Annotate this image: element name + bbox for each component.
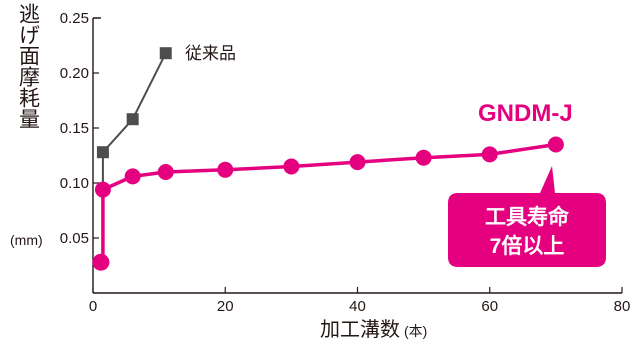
series-point-conventional bbox=[126, 113, 139, 126]
series-line-conventional bbox=[101, 52, 167, 263]
y-ticks: 0.05 0.10 0.15 0.20 0.25 bbox=[60, 10, 99, 247]
series-point-gndm-j bbox=[481, 146, 498, 163]
tool-life-callout: 工具寿命 7倍以上 bbox=[448, 166, 606, 267]
x-tick-label: 80 bbox=[614, 298, 631, 315]
series-point-gndm-j bbox=[217, 161, 234, 178]
x-tick-label: 40 bbox=[349, 298, 366, 315]
y-tick-label: 0.25 bbox=[60, 10, 89, 27]
series-point-gndm-j bbox=[94, 181, 111, 198]
series-label-conventional: 従来品 bbox=[185, 44, 236, 63]
y-axis-unit: (mm) bbox=[10, 232, 43, 248]
series-point-gndm-j bbox=[124, 168, 141, 185]
series-point-conventional bbox=[96, 146, 109, 159]
series-point-gndm-j bbox=[415, 149, 432, 166]
series-line-gndm-j bbox=[101, 142, 557, 263]
series-label-gndm-j: GNDM-J bbox=[478, 100, 573, 127]
x-tick-label: 20 bbox=[217, 298, 234, 315]
y-tick-label: 0.15 bbox=[60, 120, 89, 137]
series-point-gndm-j bbox=[547, 136, 564, 153]
x-axis-label: 加工溝数 bbox=[320, 318, 400, 341]
series-point-gndm-j bbox=[283, 158, 300, 175]
callout-line-2: 7倍以上 bbox=[490, 234, 565, 258]
series-start-point bbox=[92, 253, 110, 271]
y-tick-label: 0.20 bbox=[60, 65, 89, 82]
series-layer bbox=[92, 47, 564, 271]
callout-bubble bbox=[448, 166, 606, 267]
x-tick-label: 60 bbox=[481, 298, 498, 315]
x-tick-label: 0 bbox=[89, 298, 97, 315]
x-axis-unit: (本) bbox=[404, 323, 427, 339]
x-ticks: 0 20 40 60 80 bbox=[89, 287, 631, 315]
y-tick-label: 0.10 bbox=[60, 175, 89, 192]
y-axis-label: 逃げ面摩耗量 bbox=[17, 3, 41, 129]
series-point-gndm-j bbox=[157, 164, 174, 180]
series-point-conventional bbox=[159, 47, 172, 60]
series-point-gndm-j bbox=[349, 154, 366, 171]
callout-line-1: 工具寿命 bbox=[485, 205, 570, 229]
y-tick-label: 0.05 bbox=[60, 230, 89, 247]
